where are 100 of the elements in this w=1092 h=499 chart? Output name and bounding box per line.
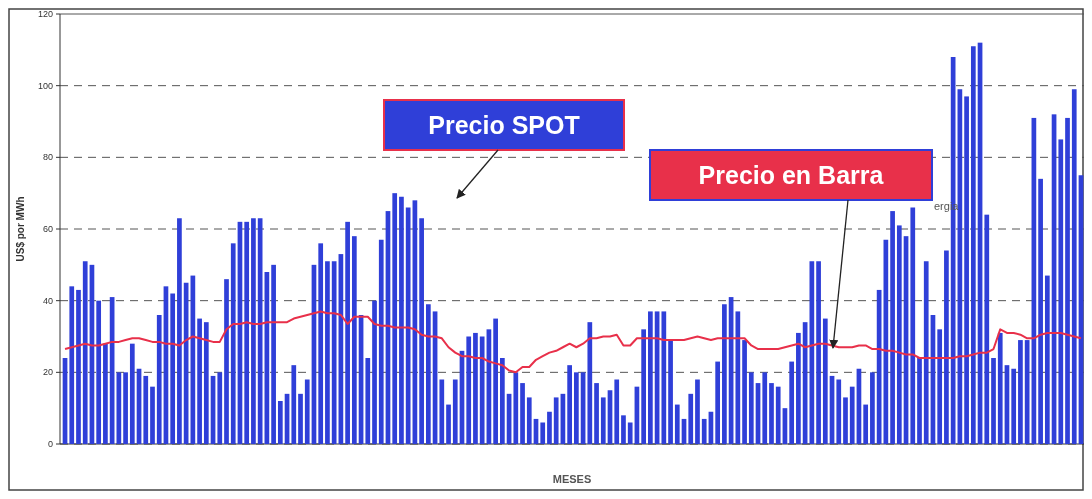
bar (674, 404, 680, 444)
bar (452, 379, 458, 444)
bar (271, 264, 276, 444)
bar (277, 401, 283, 444)
bar (116, 372, 122, 444)
bar (351, 236, 357, 444)
bar (493, 318, 498, 444)
bar (170, 293, 176, 444)
y-tick-label: 100 (37, 80, 53, 91)
bar (701, 418, 707, 444)
bar (224, 279, 229, 444)
bar (1024, 340, 1030, 444)
bar (96, 300, 102, 444)
bar (648, 311, 653, 444)
bar (425, 304, 431, 444)
bar (849, 386, 855, 444)
bar (1065, 117, 1070, 444)
bar (796, 332, 801, 444)
bar (722, 304, 727, 444)
bar (688, 393, 694, 444)
bar (372, 300, 377, 444)
y-axis-title: US$ por MWh (15, 196, 26, 262)
bar (143, 375, 149, 444)
bar (500, 358, 505, 444)
line-series (64, 310, 1082, 374)
bar (298, 393, 303, 444)
bar (520, 383, 525, 444)
y-tick-label: 40 (42, 295, 53, 306)
bar (923, 261, 929, 444)
bar (392, 193, 398, 444)
text: Precio en Barra (698, 160, 885, 189)
bar (439, 379, 445, 444)
bar (762, 372, 768, 444)
bar (1071, 89, 1077, 444)
bar (419, 218, 424, 444)
bar (325, 261, 330, 444)
bar (331, 261, 337, 444)
bar (896, 225, 902, 444)
bar (1044, 275, 1050, 444)
bar (816, 261, 821, 444)
bar (197, 318, 202, 444)
bar (742, 340, 747, 444)
bar (964, 96, 969, 444)
bar (587, 322, 593, 444)
bar (574, 372, 579, 444)
bar (479, 336, 485, 444)
bar (600, 397, 606, 444)
bar (230, 243, 236, 444)
bar (910, 207, 916, 444)
bar (822, 318, 828, 444)
bar (177, 218, 182, 444)
bar (944, 250, 949, 444)
bar (621, 415, 626, 444)
bar (695, 379, 700, 444)
bar (789, 361, 795, 444)
bar (203, 322, 209, 444)
x-axis-title: MESES (552, 473, 592, 485)
bar (769, 383, 774, 444)
bar (890, 211, 895, 444)
bar (917, 358, 922, 444)
y-tick-label: 120 (37, 9, 53, 20)
bar (513, 372, 519, 444)
bar (217, 372, 223, 444)
bar (1018, 340, 1023, 444)
bar (937, 329, 943, 444)
bar (399, 196, 404, 444)
y-tick-label: 80 (42, 152, 53, 163)
bar (378, 239, 384, 444)
bar (123, 372, 128, 444)
bar (1011, 368, 1017, 444)
bar (82, 261, 88, 444)
bar (473, 332, 478, 444)
bar (103, 343, 108, 444)
bar (809, 261, 815, 444)
y-tick-label: 60 (42, 224, 53, 235)
bar (76, 289, 81, 444)
bar (1038, 178, 1043, 444)
bar (1058, 139, 1064, 444)
bar (567, 365, 572, 444)
bar (244, 221, 250, 444)
text: Precio SPOT (428, 110, 580, 139)
bar (405, 207, 411, 444)
bar (661, 311, 667, 444)
bar (668, 340, 673, 444)
bar (553, 397, 559, 444)
y-tick-label: 20 (42, 367, 53, 378)
bar (715, 361, 721, 444)
y-tick-label: 0 (47, 439, 53, 450)
bar (970, 46, 976, 444)
bar (547, 411, 552, 444)
bar (540, 422, 546, 444)
bar (641, 329, 646, 444)
bar (291, 365, 297, 444)
bar (69, 286, 75, 444)
bar (775, 386, 781, 444)
bar (304, 379, 310, 444)
bar (991, 358, 996, 444)
bar (870, 372, 875, 444)
bar (997, 332, 1003, 444)
bar (627, 422, 633, 444)
